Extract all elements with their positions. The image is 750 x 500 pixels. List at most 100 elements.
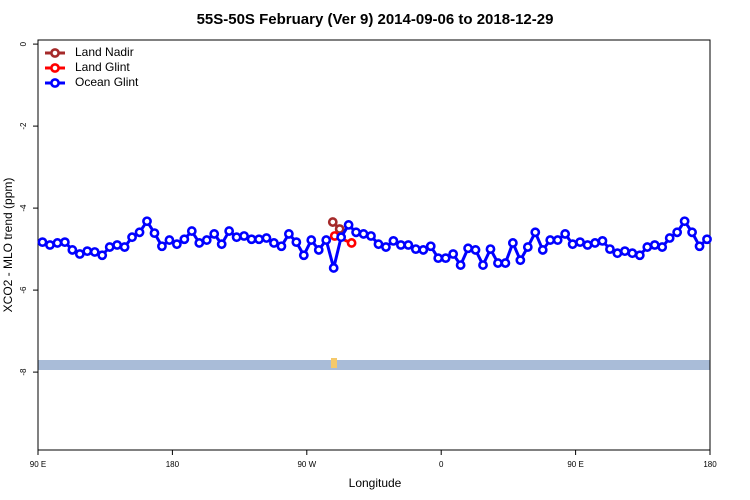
x-tick-label: 180 — [166, 460, 180, 469]
point — [552, 235, 563, 245]
point — [52, 238, 63, 248]
y-tick-label: 0 — [19, 41, 28, 46]
chart-title: 55S-50S February (Ver 9) 2014-09-06 to 2… — [197, 11, 554, 28]
point — [97, 250, 108, 261]
point — [702, 234, 712, 245]
point — [358, 229, 369, 239]
y-axis-label: XCO2 - MLO trend (ppm) — [1, 178, 15, 313]
point — [605, 244, 615, 254]
point — [530, 227, 541, 238]
point — [261, 233, 272, 243]
point — [239, 231, 249, 241]
point — [672, 227, 683, 238]
y-tick-label: -6 — [19, 286, 28, 294]
x-tick-label: 0 — [439, 460, 444, 469]
point — [612, 248, 623, 259]
map-strip — [38, 360, 710, 370]
point — [485, 244, 496, 254]
point — [649, 240, 660, 250]
point — [142, 216, 152, 227]
point — [216, 239, 227, 250]
point — [470, 245, 481, 255]
point — [597, 235, 608, 246]
point — [179, 234, 190, 245]
point — [664, 233, 675, 243]
point — [403, 240, 414, 250]
point — [500, 258, 511, 268]
point — [343, 220, 354, 230]
point — [74, 249, 85, 259]
point — [657, 242, 668, 252]
point — [231, 232, 242, 243]
point — [134, 227, 145, 238]
point — [433, 253, 444, 264]
y-tick-label: -2 — [19, 122, 28, 130]
point — [209, 229, 220, 239]
map-land — [331, 358, 337, 368]
point — [455, 260, 466, 270]
point — [313, 245, 324, 255]
point — [582, 240, 593, 250]
point — [334, 224, 345, 234]
point — [694, 241, 705, 252]
point — [537, 245, 548, 255]
point — [388, 235, 399, 246]
point — [306, 235, 317, 245]
point — [269, 238, 279, 248]
point — [59, 237, 70, 248]
point — [687, 227, 697, 238]
point — [298, 250, 309, 261]
point — [164, 235, 175, 245]
plot-frame — [37, 39, 711, 451]
legend-label: Land Glint — [75, 60, 130, 74]
x-tick-label: 90 E — [30, 460, 46, 469]
legend-marker — [50, 63, 60, 73]
point — [590, 238, 600, 248]
legend-marker — [50, 48, 60, 58]
x-tick-label: 90 W — [297, 460, 316, 469]
point — [67, 245, 78, 255]
point — [679, 216, 690, 227]
point — [283, 229, 294, 239]
point — [448, 249, 459, 259]
point — [171, 239, 182, 250]
point — [127, 232, 137, 243]
point — [381, 242, 391, 252]
point — [224, 226, 235, 236]
point — [119, 242, 130, 252]
point — [575, 237, 585, 248]
legend-label: Land Nadir — [75, 45, 134, 59]
point — [366, 231, 376, 241]
y-tick-label: -8 — [19, 368, 28, 376]
point — [89, 247, 100, 257]
point — [463, 243, 473, 254]
point — [627, 248, 638, 259]
point — [522, 242, 533, 252]
point — [634, 250, 645, 261]
legend-label: Ocean Glint — [75, 75, 139, 89]
point — [276, 241, 287, 252]
x-tick-label: 90 E — [567, 460, 583, 469]
point — [619, 246, 630, 257]
point — [642, 242, 653, 252]
point — [291, 237, 302, 248]
point — [493, 258, 503, 268]
point — [351, 227, 361, 238]
point — [560, 229, 571, 239]
point — [567, 239, 578, 250]
point — [321, 235, 332, 245]
point — [45, 240, 55, 250]
point — [194, 238, 205, 248]
point — [149, 228, 160, 239]
point — [328, 263, 339, 273]
point — [246, 234, 257, 245]
point — [395, 240, 406, 250]
point — [104, 242, 115, 252]
point — [327, 217, 338, 227]
point — [346, 238, 357, 248]
y-tick-label: -4 — [19, 204, 28, 212]
point — [545, 235, 556, 245]
point — [336, 232, 347, 243]
